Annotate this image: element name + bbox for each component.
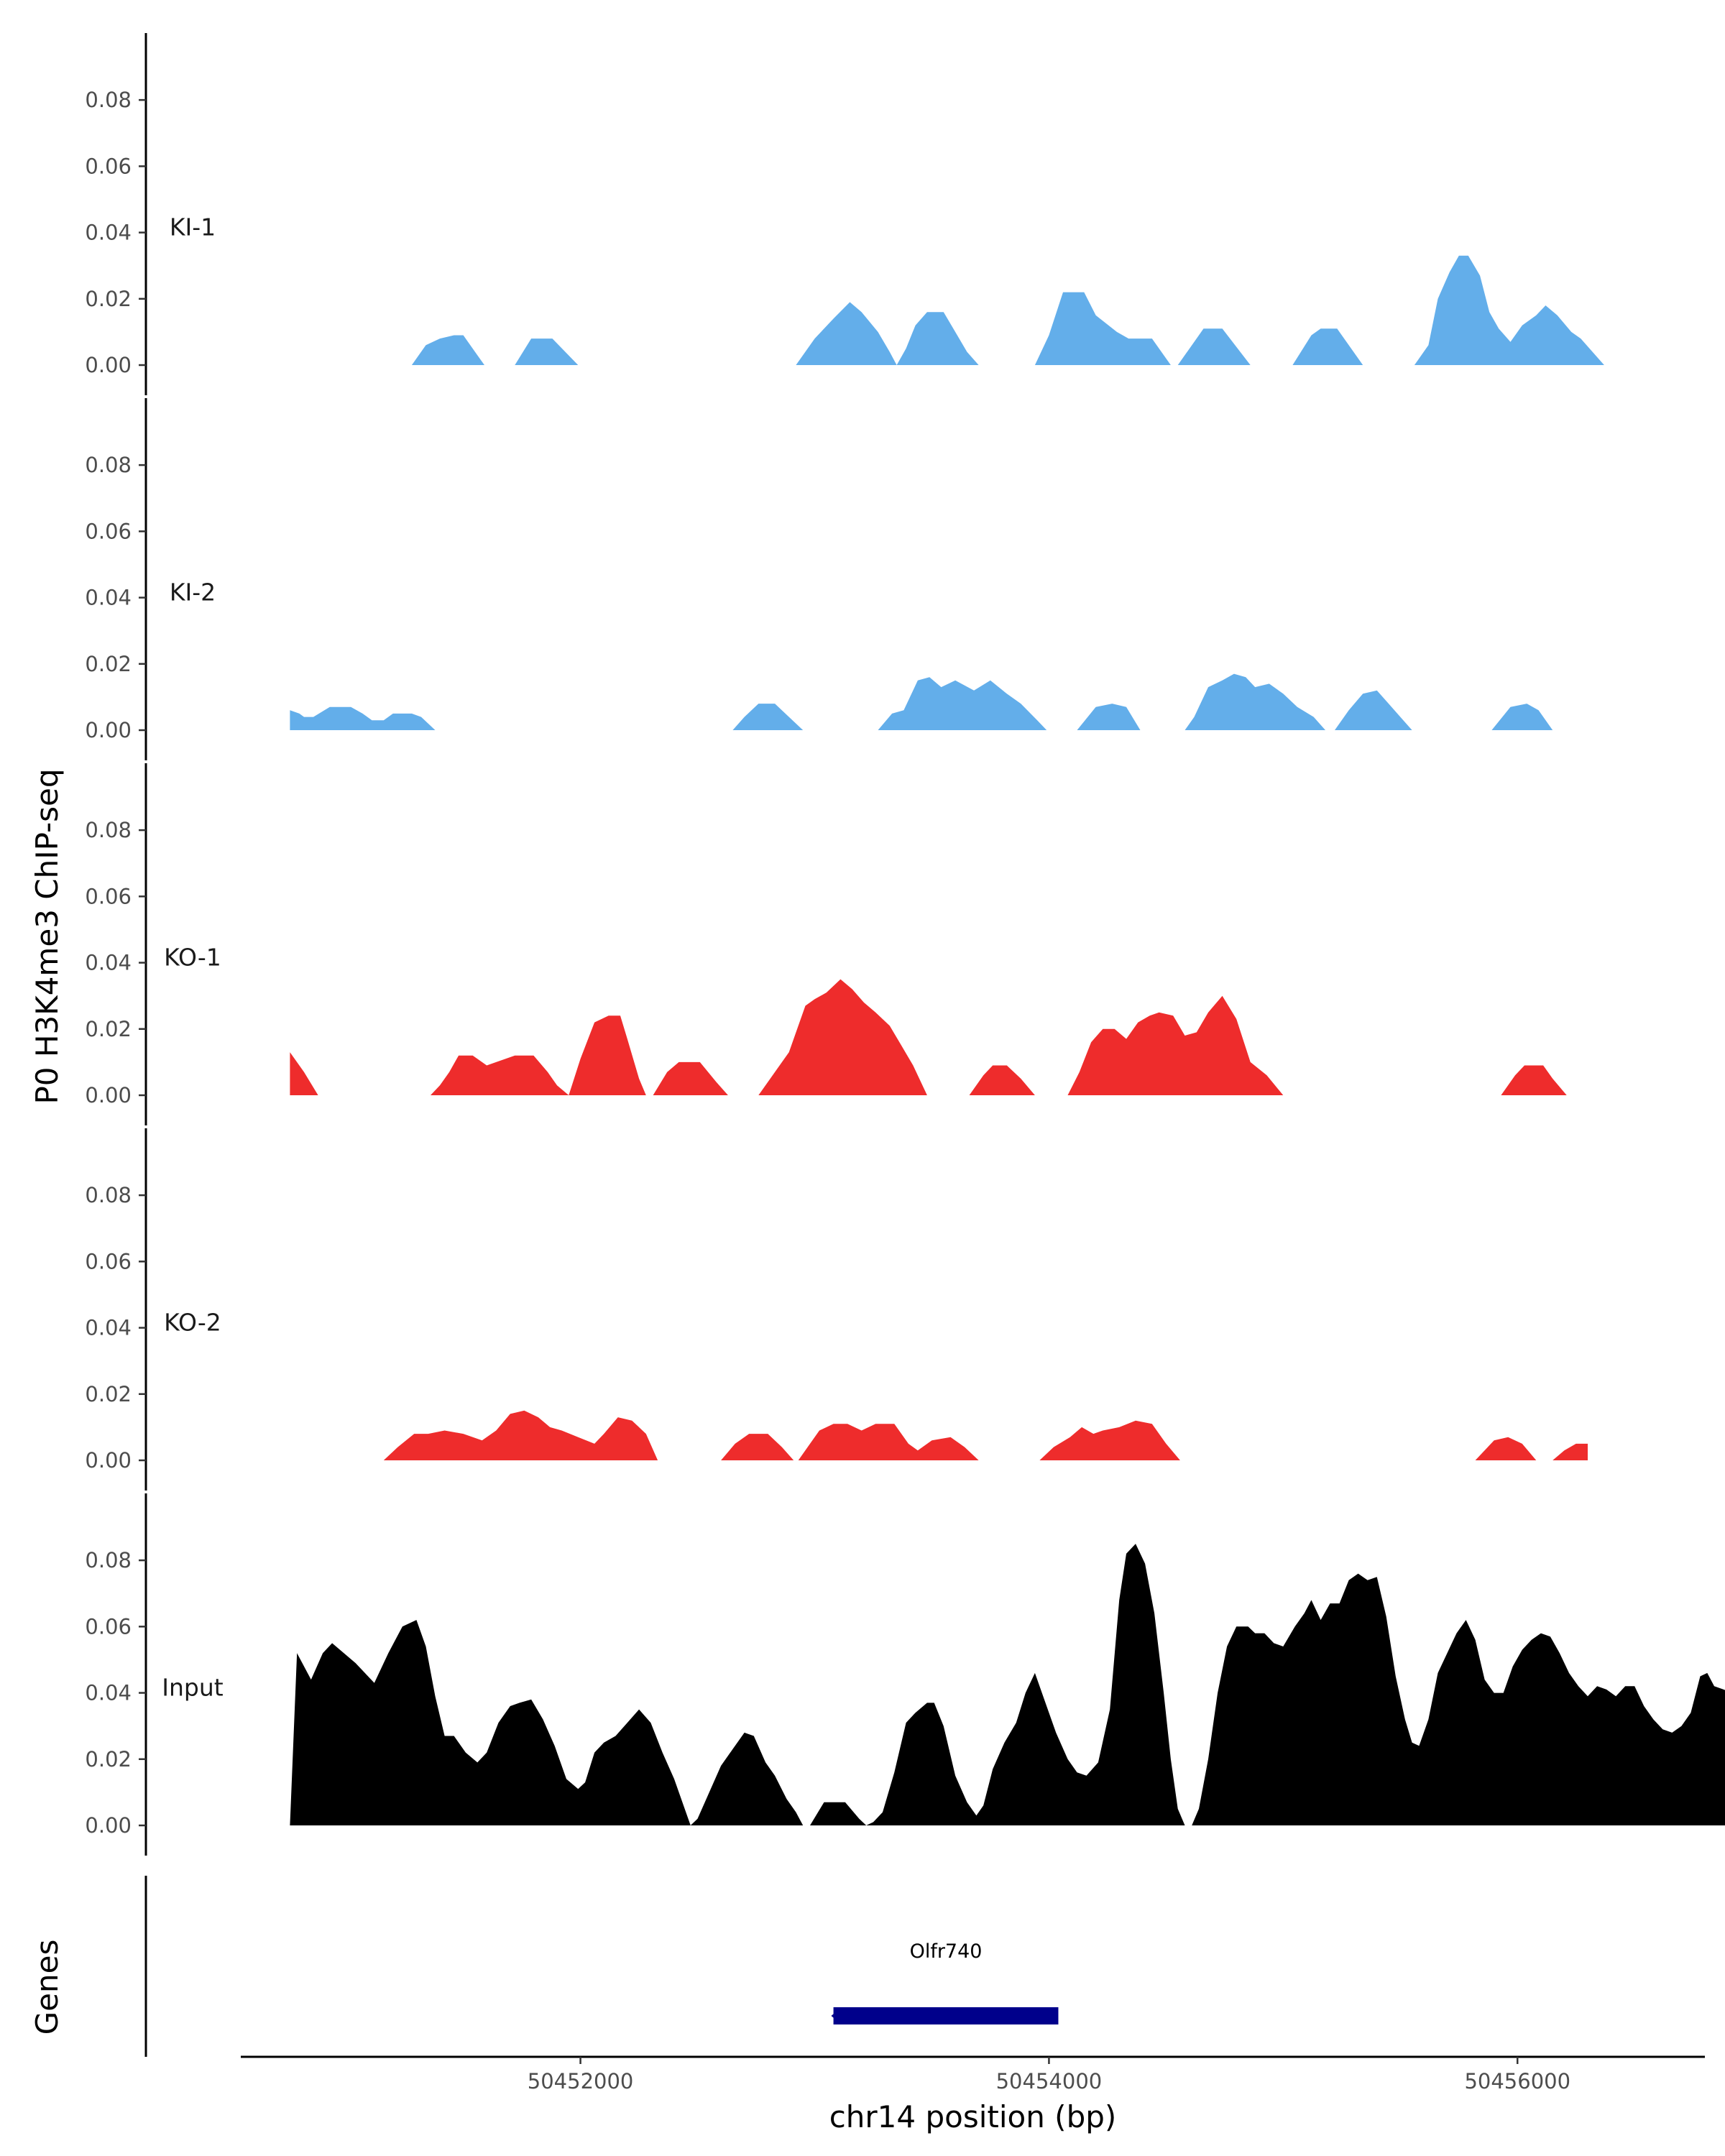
track-label: KI-2 bbox=[170, 579, 216, 607]
y-tick-label: 0.00 bbox=[85, 1813, 132, 1838]
coverage-peak bbox=[796, 302, 979, 365]
y-tick-label: 0.00 bbox=[85, 353, 132, 377]
coverage-peak bbox=[411, 335, 484, 365]
track-label: KO-2 bbox=[164, 1309, 221, 1337]
track-ki-2: 0.00 0.02 0.04 0.06 0.08 KI-2 bbox=[85, 398, 1553, 760]
coverage-peak bbox=[1034, 292, 1171, 365]
coverage-peak bbox=[653, 1061, 728, 1095]
coverage-peak bbox=[1475, 1437, 1537, 1460]
coverage-peak bbox=[1192, 1573, 1725, 1825]
coverage-peak bbox=[721, 1434, 794, 1460]
genes-axis-title: Genes bbox=[29, 1940, 65, 2035]
track-ki-1: 0.00 0.02 0.04 0.06 0.08 KI-1 bbox=[85, 33, 1604, 395]
coverage-peak bbox=[1184, 673, 1325, 730]
y-tick-label: 0.00 bbox=[85, 1083, 132, 1107]
coverage-peak bbox=[969, 1065, 1035, 1095]
x-tick-label: 50456000 bbox=[1464, 2069, 1570, 2093]
coverage-peak bbox=[1501, 1065, 1567, 1095]
y-tick-label: 0.08 bbox=[85, 88, 132, 112]
y-tick-label: 0.04 bbox=[85, 1316, 132, 1340]
y-tick-label: 0.02 bbox=[85, 652, 132, 676]
coverage-peak bbox=[383, 1410, 658, 1460]
y-tick-label: 0.08 bbox=[85, 453, 132, 477]
y-axis-title: P0 H3K4me3 ChIP-seq bbox=[29, 768, 65, 1104]
coverage-peak bbox=[1039, 1420, 1180, 1460]
y-tick-label: 0.02 bbox=[85, 1382, 132, 1406]
y-tick-label: 0.06 bbox=[85, 884, 132, 908]
track-label: Input bbox=[162, 1674, 224, 1702]
coverage-peak bbox=[1177, 328, 1251, 365]
coverage-peak bbox=[1414, 255, 1604, 365]
y-tick-label: 0.04 bbox=[85, 221, 132, 245]
y-tick-label: 0.00 bbox=[85, 1448, 132, 1473]
gene-body bbox=[833, 2007, 1059, 2024]
coverage-peak bbox=[290, 706, 436, 730]
y-tick-label: 0.04 bbox=[85, 1681, 132, 1705]
track-ko-1: 0.00 0.02 0.04 0.06 0.08 KO-1 bbox=[85, 763, 1567, 1125]
y-tick-label: 0.08 bbox=[85, 1548, 132, 1572]
coverage-peak bbox=[1067, 995, 1284, 1095]
y-tick-label: 0.02 bbox=[85, 1747, 132, 1772]
y-tick-label: 0.08 bbox=[85, 1183, 132, 1207]
coverage-peak bbox=[290, 1052, 318, 1095]
coverage-peak bbox=[732, 704, 804, 730]
coverage-peak bbox=[798, 1424, 979, 1460]
y-tick-label: 0.02 bbox=[85, 287, 132, 311]
coverage-peak bbox=[290, 1620, 804, 1825]
x-tick-label: 50454000 bbox=[996, 2069, 1103, 2093]
coverage-peak bbox=[1077, 704, 1141, 730]
track-label: KO-1 bbox=[164, 944, 221, 972]
coverage-peak bbox=[1292, 328, 1363, 365]
gene-label: Olfr740 bbox=[910, 1940, 983, 1963]
strand-arrow bbox=[831, 2007, 843, 2024]
y-tick-label: 0.08 bbox=[85, 818, 132, 842]
track-input: 0.00 0.02 0.04 0.06 0.08 Input bbox=[85, 1493, 1725, 1856]
coverage-peak bbox=[1491, 704, 1553, 730]
genes-panel: Genes Olfr740 bbox=[29, 1876, 1059, 2057]
y-tick-label: 0.06 bbox=[85, 1614, 132, 1639]
coverage-peak bbox=[810, 1544, 1185, 1825]
x-axis-title: chr14 position (bp) bbox=[829, 2099, 1117, 2134]
y-tick-label: 0.06 bbox=[85, 1249, 132, 1273]
y-tick-label: 0.04 bbox=[85, 586, 132, 610]
track-panels: 0.00 0.02 0.04 0.06 0.08 KI-1 0.00 0.02 0.04 0.06… bbox=[85, 33, 1725, 1856]
coverage-peak bbox=[515, 338, 579, 365]
gene-olfr740: Olfr740 bbox=[831, 1940, 1059, 2024]
y-tick-label: 0.06 bbox=[85, 519, 132, 543]
x-tick-label: 50452000 bbox=[528, 2069, 634, 2093]
track-label: KI-1 bbox=[170, 213, 216, 241]
y-tick-label: 0.00 bbox=[85, 718, 132, 742]
track-ko-2: 0.00 0.02 0.04 0.06 0.08 KO-2 bbox=[85, 1128, 1588, 1491]
coverage-peak bbox=[1335, 690, 1412, 730]
y-tick-label: 0.04 bbox=[85, 951, 132, 975]
y-tick-label: 0.06 bbox=[85, 154, 132, 178]
coverage-peak bbox=[1552, 1443, 1588, 1460]
coverage-peak bbox=[758, 979, 927, 1095]
x-axis: chr14 position (bp) 50452000 50454000 5045… bbox=[241, 2055, 1705, 2134]
coverage-peak bbox=[431, 1015, 646, 1095]
coverage-peak bbox=[878, 677, 1047, 730]
y-tick-label: 0.02 bbox=[85, 1017, 132, 1041]
